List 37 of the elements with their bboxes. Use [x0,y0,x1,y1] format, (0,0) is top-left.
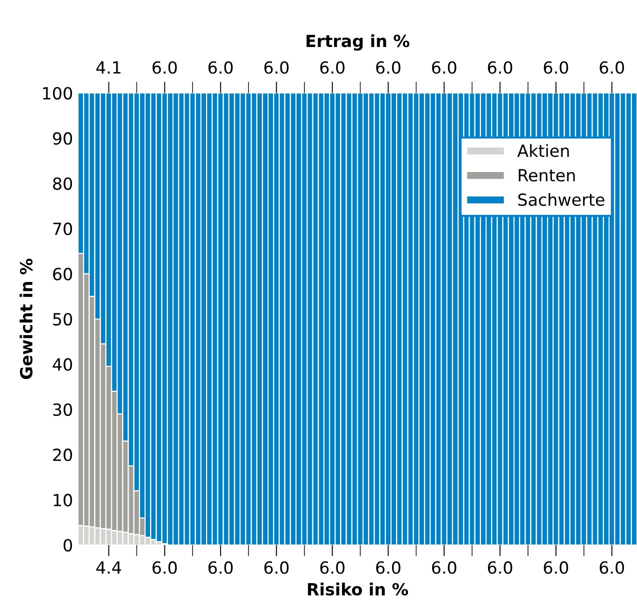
x-tick-label: 6.0 [376,561,400,574]
text: 6.0 [432,61,456,74]
text: 6.0 [488,61,512,74]
y-tick-label: 70 [53,222,72,236]
y-tick-label: 20 [53,448,72,462]
text: 6.0 [600,61,624,74]
x-tick-label: 6.0 [432,561,456,574]
y-tick-label: 40 [52,358,72,371]
y-tick-label: 10 [54,494,72,506]
x-tick-label: 6.0 [600,561,624,574]
legend-label: Renten [518,169,575,182]
y-tick-label: 30 [53,403,72,416]
y-tick-label: 100 [43,86,72,100]
y-tick-label: 90 [52,132,72,145]
text: 6.0 [208,61,233,74]
text: 6.0 [264,61,289,74]
x-tick-label: 6.0 [152,561,177,574]
x-tick-label: 4.4 [96,561,122,574]
x-tick-label: 6.0 [320,561,344,574]
y-axis-title: Gewicht in % [20,258,33,380]
x-tick-label: 6.0 [208,561,233,574]
x2-axis-title: Ertrag in % [306,34,410,51]
text: 4.1 [96,61,120,74]
text: 6.0 [376,61,400,74]
x-tick-label: 6.0 [488,561,512,574]
x-tick-label: 6.0 [544,561,568,574]
text: 6.0 [320,61,344,74]
x-tick-label: 6.0 [264,561,289,574]
text: 6.0 [544,61,568,74]
legend-label: Aktien [517,144,569,158]
y-tick-label: 80 [53,177,72,190]
series-label: Sachwerte [518,193,604,206]
y-tick-label: 60 [53,268,72,280]
y-tick-label: 50 [53,312,72,326]
x-axis-title: Risiko in % [308,582,408,596]
text: 6.0 [152,61,177,74]
y-tick-label: 0 [64,538,72,552]
